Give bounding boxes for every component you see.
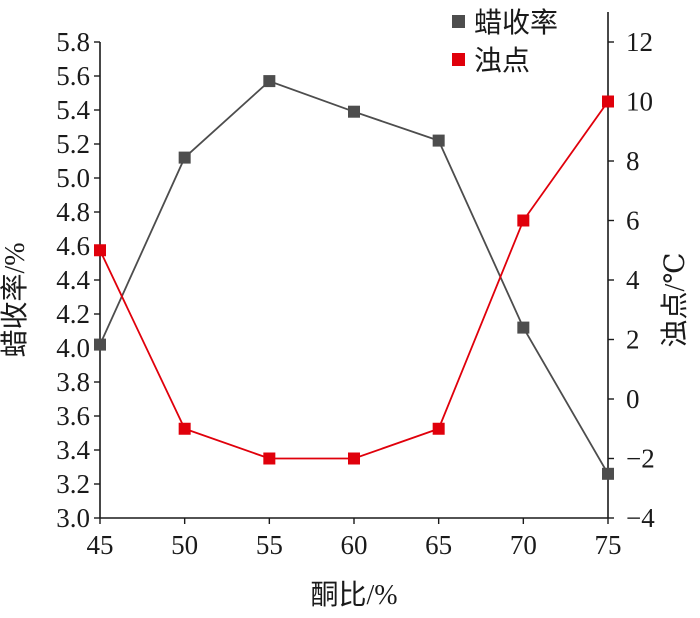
data-point-2 (348, 452, 360, 465)
left-y-axis-title: 蜡收率/% (0, 242, 31, 357)
data-point-1 (432, 134, 445, 147)
right-y-tick-label: 12 (626, 27, 653, 57)
right-y-tick-label: 4 (626, 265, 640, 295)
x-tick-label: 60 (341, 530, 368, 560)
x-tick-label: 50 (171, 530, 198, 560)
x-tick-label: 70 (510, 530, 537, 560)
data-point-2 (602, 95, 614, 108)
left-y-tick-label: 5.2 (56, 129, 90, 159)
data-point-1 (602, 467, 614, 480)
axes: 45 50 55 60 65 70 753.03.23.43.63.84.04.24.44.… (56, 12, 655, 560)
left-y-tick-label: 3.2 (56, 469, 90, 499)
right-y-tick-label: 2 (626, 325, 640, 355)
left-y-tick-label: 4.6 (56, 231, 90, 261)
data-point-1 (178, 151, 191, 164)
right-y-tick-label: 0 (626, 384, 640, 414)
left-y-tick-label: 4.0 (56, 333, 90, 363)
right-y-tick-label: 6 (626, 206, 640, 236)
left-y-tick-label: 3.4 (56, 435, 90, 465)
x-tick-label: 55 (256, 530, 283, 560)
left-y-tick-label: 5.4 (56, 95, 90, 125)
left-y-tick-label: 5.6 (56, 61, 90, 91)
right-y-tick-label: −2 (626, 444, 655, 474)
left-y-tick-label: 3.0 (56, 503, 90, 533)
series-line-2 (99, 100, 609, 460)
data-point-1 (517, 321, 530, 334)
right-y-tick-label: 10 (626, 87, 653, 117)
left-y-tick-label: 3.8 (56, 367, 90, 397)
series-layer (94, 75, 614, 480)
right-y-tick-label: 8 (626, 146, 640, 176)
data-point-2 (178, 422, 191, 435)
left-y-tick-label: 4.8 (56, 197, 90, 227)
x-tick-label: 75 (595, 530, 622, 560)
data-point-2 (517, 214, 530, 227)
left-y-tick-label: 5.8 (56, 27, 90, 57)
x-tick-label: 65 (425, 530, 452, 560)
legend-label-1: 蜡收率 (474, 7, 558, 39)
left-y-tick-label: 4.2 (56, 299, 90, 329)
legend-label-2: 浊点 (474, 45, 530, 77)
right-y-axis-title: 浊点/℃ (659, 252, 691, 347)
legend-marker-2 (452, 53, 465, 66)
left-y-tick-label: 3.6 (56, 401, 90, 431)
data-point-2 (94, 244, 106, 257)
data-point-2 (263, 452, 276, 465)
left-y-tick-label: 5.0 (56, 163, 90, 193)
left-y-tick-label: 4.4 (56, 265, 90, 295)
series-line-1 (99, 80, 609, 475)
data-point-2 (432, 422, 445, 435)
right-y-tick-label: −4 (626, 503, 655, 533)
data-point-1 (348, 105, 360, 118)
x-tick-label: 45 (87, 530, 114, 560)
data-point-1 (94, 338, 106, 351)
data-point-1 (263, 75, 276, 88)
x-axis-title: 酮比/% (310, 579, 397, 611)
legend-marker-1 (452, 15, 465, 28)
